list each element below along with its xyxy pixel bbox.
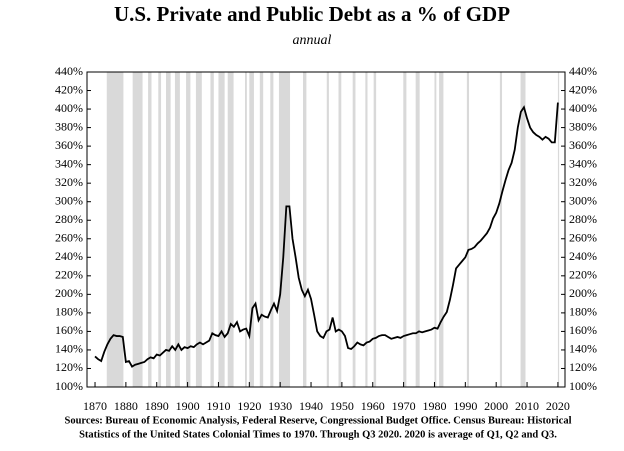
y2-tick-label: 340% — [569, 156, 597, 170]
x-tick-label: 1960 — [361, 399, 385, 413]
recession-band — [148, 72, 152, 387]
x-tick-label: 1920 — [237, 399, 261, 413]
x-tick-label: 2020 — [546, 399, 570, 413]
y2-tick-label: 200% — [569, 286, 597, 300]
recession-band — [259, 72, 264, 387]
x-tick-label: 2000 — [484, 399, 508, 413]
x-tick-label: 1880 — [114, 399, 138, 413]
recession-band — [338, 72, 342, 387]
y-tick-label: 300% — [55, 193, 83, 207]
plot-frame — [86, 71, 566, 388]
x-tick-label: 2010 — [515, 399, 539, 413]
recession-band — [303, 72, 307, 387]
source-note: Statistics of the United States Colonial… — [79, 429, 557, 440]
recession-band — [186, 72, 191, 387]
recession-band — [434, 72, 437, 387]
recession-band — [326, 72, 329, 387]
recession-band — [439, 72, 444, 387]
y2-tick-label: 320% — [569, 175, 597, 189]
y-tick-label: 380% — [55, 119, 83, 133]
y2-tick-label: 140% — [569, 342, 597, 356]
y-tick-label: 100% — [55, 379, 83, 393]
y-tick-label: 180% — [55, 305, 83, 319]
y-tick-label: 360% — [55, 138, 83, 152]
recession-band — [218, 72, 225, 387]
recession-band — [174, 72, 180, 387]
recession-band — [403, 72, 407, 387]
x-tick-label: 1870 — [83, 399, 107, 413]
y2-tick-label: 180% — [569, 305, 597, 319]
recession-band — [365, 72, 368, 387]
recession-band — [499, 72, 503, 387]
y2-tick-label: 360% — [569, 138, 597, 152]
x-tick-label: 1990 — [453, 399, 477, 413]
recession-band — [352, 72, 356, 387]
y-tick-label: 420% — [55, 82, 83, 96]
x-tick-label: 1970 — [392, 399, 416, 413]
recession-band — [249, 72, 254, 387]
recession-band — [158, 72, 162, 387]
y-tick-label: 140% — [55, 342, 83, 356]
recession-band — [244, 72, 247, 387]
y-tick-label: 200% — [55, 286, 83, 300]
y2-tick-label: 440% — [569, 64, 597, 78]
x-tick-label: 1890 — [145, 399, 169, 413]
y2-tick-label: 280% — [569, 212, 597, 226]
recession-band — [132, 72, 143, 387]
source-note: Sources: Bureau of Economic Analysis, Fe… — [65, 415, 572, 426]
y-tick-label: 400% — [55, 101, 83, 115]
y-tick-label: 340% — [55, 156, 83, 170]
recession-band — [520, 72, 526, 387]
debt-line — [94, 102, 559, 368]
x-tick-label: 1980 — [422, 399, 446, 413]
x-tick-label: 1930 — [268, 399, 292, 413]
y2-tick-label: 300% — [569, 193, 597, 207]
y2-tick-label: 260% — [569, 231, 597, 245]
chart-subtitle: annual — [293, 33, 332, 48]
recession-band — [466, 72, 470, 387]
recession-band — [557, 72, 560, 387]
y2-tick-label: 100% — [569, 379, 597, 393]
recession-band — [227, 72, 234, 387]
recession-band — [165, 72, 171, 387]
y-tick-label: 160% — [55, 323, 83, 337]
y2-tick-label: 400% — [569, 101, 597, 115]
x-tick-label: 1950 — [330, 399, 354, 413]
y2-tick-label: 420% — [569, 82, 597, 96]
recession-band — [270, 72, 274, 387]
x-tick-label: 1910 — [206, 399, 230, 413]
x-tick-label: 1900 — [176, 399, 200, 413]
y2-tick-label: 220% — [569, 268, 597, 282]
y-tick-label: 240% — [55, 249, 83, 263]
y2-tick-label: 380% — [569, 119, 597, 133]
y-tick-label: 440% — [55, 64, 83, 78]
y-tick-label: 280% — [55, 212, 83, 226]
recession-band — [415, 72, 420, 387]
y2-tick-label: 120% — [569, 360, 597, 374]
y2-tick-label: 240% — [569, 249, 597, 263]
recession-band — [210, 72, 214, 387]
y-tick-label: 220% — [55, 268, 83, 282]
recession-band — [195, 72, 202, 387]
y-tick-label: 120% — [55, 360, 83, 374]
recession-band — [373, 72, 377, 387]
recession-band — [106, 72, 124, 387]
y-tick-label: 260% — [55, 231, 83, 245]
y-tick-label: 320% — [55, 175, 83, 189]
x-tick-label: 1940 — [299, 399, 323, 413]
y2-tick-label: 160% — [569, 323, 597, 337]
chart-title: U.S. Private and Public Debt as a % of G… — [114, 2, 510, 26]
